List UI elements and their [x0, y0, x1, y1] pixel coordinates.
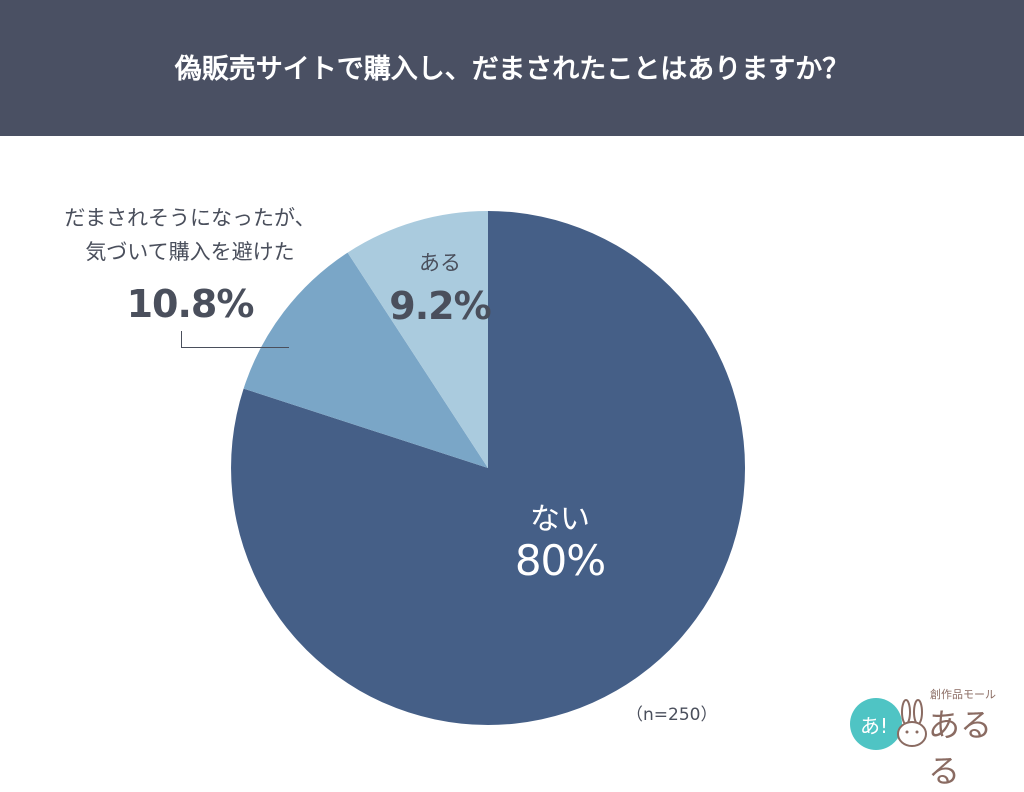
label-avoided-line2: 気づいて購入を避けた — [85, 240, 295, 264]
sample-size-note: （n=250） — [626, 705, 718, 725]
label-aru-value: 9.2% — [389, 284, 491, 328]
leader-line — [181, 331, 289, 348]
logo-tagline: 創作品モール — [930, 688, 996, 701]
label-aru-text: ある — [419, 251, 461, 275]
slice-nai — [231, 210, 746, 726]
label-avoided-value: 10.8% — [126, 282, 255, 326]
label-nai-text: ない — [530, 502, 590, 537]
logo-badge-text: あ! — [860, 714, 888, 738]
slice-aru — [347, 210, 488, 468]
chart-title: 偽販売サイトで購入し、だまされたことはありますか？ — [174, 53, 850, 85]
logo-badge-circle — [850, 698, 902, 750]
label-nai-value: 80% — [514, 536, 606, 585]
slice-avoided — [243, 252, 488, 468]
label-avoided-text: だまされそうになったが、 気づいて購入を避けた — [40, 203, 340, 267]
brand-logo: あ! 創作品モール あるる — [848, 686, 1008, 790]
title-banner: 偽販売サイトで購入し、だまされたことはありますか？ — [0, 0, 1024, 136]
label-avoided-line1: だまされそうになったが、 — [64, 206, 316, 230]
pie-chart — [231, 210, 746, 726]
logo-graphic: あ! — [850, 698, 927, 750]
logo-name: あるる — [928, 706, 993, 790]
rabbit-icon — [897, 699, 927, 747]
